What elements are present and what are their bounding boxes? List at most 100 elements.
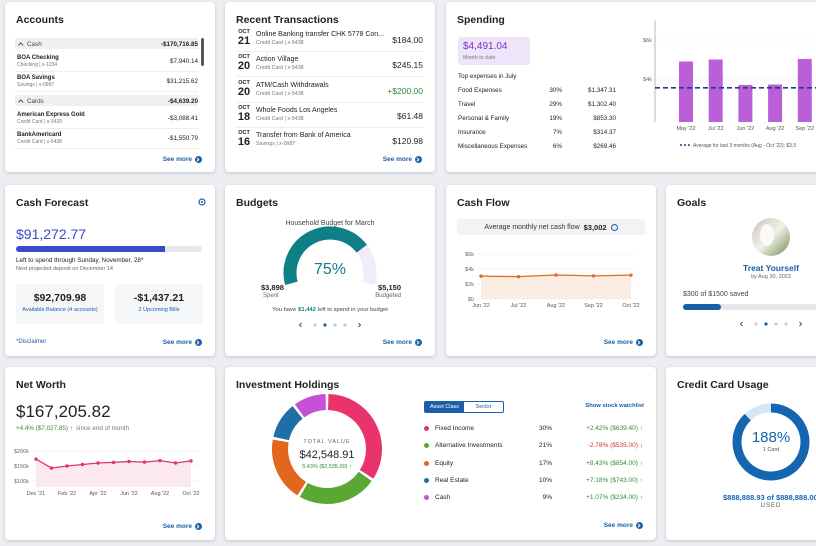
watchlist-link[interactable]: Show stock watchlist <box>585 403 644 409</box>
avg-label: Average monthly net cash flow <box>484 223 580 231</box>
y-tick-label: $200k <box>14 449 29 455</box>
cash-flow-card: Cash Flow Average monthly net cash flow $3… <box>446 185 656 356</box>
goals-card: Goals Treat Yourself by Aug 30, 2023 $300 … <box>666 185 816 356</box>
allocation-share: 21% <box>538 442 552 450</box>
allocation-change: +1.07% ($234.00) ↑ <box>586 494 643 502</box>
account-sub: Checking | x-1234 <box>17 62 58 68</box>
info-icon <box>610 223 618 231</box>
allocation-change: +2.42% ($639.40) ↑ <box>586 425 643 432</box>
total-value: $42,548.91 <box>299 449 355 461</box>
see-more[interactable]: See more <box>163 156 203 163</box>
goal-track <box>683 304 816 310</box>
spend-amount: $4,491.04 <box>463 41 508 52</box>
chart <box>201 38 204 66</box>
x-tick-label: Dec '21 <box>26 491 46 497</box>
x-tick-label: Jul '22 <box>510 303 527 309</box>
next-text: Next projected deposit on December 14 <box>16 266 113 272</box>
x-tick-label: Jun '22 <box>120 491 138 497</box>
donut-segment <box>299 471 372 504</box>
x-tick-label: Aug '22 <box>150 491 170 497</box>
tx-amount: $61.48 <box>397 110 423 121</box>
tx-desc: ATM/Cash Withdrawals <box>256 81 329 89</box>
area <box>36 459 191 487</box>
separator <box>15 71 198 72</box>
tx-day: 16 <box>237 136 251 149</box>
account-balance: -$3,088.41 <box>167 115 198 122</box>
tx-month: OCT <box>238 54 250 61</box>
subtitle: Household Budget for March <box>285 220 375 227</box>
chart: $4k $6k Average for last 3 months (Aug - O… <box>643 20 816 149</box>
legend-dot <box>424 443 429 449</box>
see-more[interactable]: See more <box>163 523 203 530</box>
account-name: BOA Checking <box>17 55 59 61</box>
see-more[interactable]: See more <box>383 339 423 346</box>
see-more[interactable]: See more <box>604 522 644 529</box>
net-worth-amount: $167,205.82 <box>16 402 111 421</box>
total-label: TOTAL VALUE <box>303 439 351 445</box>
allocation-change: +7.18% ($743.00) ↑ <box>586 476 643 484</box>
card-title: Budgets <box>236 197 278 209</box>
usage-amount: $888,888.93 of $888,888.00 <box>723 493 816 502</box>
card-title: Spending <box>457 14 505 26</box>
goal-avatar <box>752 218 790 256</box>
account-name: BankAmericard <box>17 132 62 138</box>
card-title: Cash Flow <box>457 197 510 209</box>
chart <box>283 226 377 328</box>
tx-month: OCT <box>238 104 250 111</box>
progress-fill <box>16 246 165 252</box>
investments-card: Investment Holdings TOTAL VALUE $42,548.91… <box>225 367 656 540</box>
see-more[interactable]: See more <box>604 339 644 346</box>
x-tick-label: Oct '22 <box>182 491 200 497</box>
cards-count: 1 Card <box>762 447 780 453</box>
y-tick-label: $4k <box>465 267 474 273</box>
avatar-figure <box>760 224 774 246</box>
point <box>479 274 483 278</box>
accounts-card: Accounts Cash -$170,716.85 BOA Checking Chec… <box>5 2 215 172</box>
tab[interactable]: Asset Class <box>425 402 464 412</box>
box-label: Available Balance (4 accounts) <box>22 307 98 313</box>
y-tick-label: $2k <box>465 282 474 288</box>
separator <box>15 128 198 129</box>
tx-month: OCT <box>238 29 250 35</box>
separator <box>15 91 198 92</box>
spend-label: Month to date <box>463 55 496 61</box>
carousel-arrow <box>739 321 743 327</box>
carousel-dot <box>774 322 778 326</box>
x-tick-label: Aug '22 <box>546 303 566 309</box>
expense-amount: $269.46 <box>593 143 616 150</box>
tab[interactable]: Sector <box>475 404 492 410</box>
y-tick-label: $100k <box>14 479 29 485</box>
see-more[interactable]: See more <box>163 339 203 346</box>
chart <box>732 403 810 481</box>
point <box>49 466 54 470</box>
x-tick-label: Sep '22 <box>584 303 603 309</box>
x-tick-label: Apr '22 <box>89 491 107 497</box>
point <box>142 460 147 464</box>
account-name: American Express Gold <box>17 112 85 118</box>
chart <box>739 321 803 327</box>
legend-dot <box>424 477 429 483</box>
footer: You have $1,442 left to spend in your budg… <box>225 307 435 313</box>
y-tick-label: $0 <box>468 297 474 303</box>
change: +4.4% ($7,027.85) ↑ <box>16 425 73 432</box>
see-more[interactable]: See more <box>383 156 423 163</box>
tx-sub: Savings | x-0987 <box>256 141 296 148</box>
expense-share: 7% <box>552 129 562 136</box>
budgets-card: Budgets Household Budget for March 75% $3,8… <box>225 185 435 356</box>
point <box>629 273 633 277</box>
total-change: 5.43% ($2,535.00) ↑ <box>302 464 352 470</box>
expense-share: 29% <box>549 101 562 108</box>
tabs: Asset Class Sector <box>424 401 504 413</box>
y-tick-label: $6k <box>643 38 652 44</box>
change-row: +4.4% ($7,027.85) ↑ since end of month <box>16 425 129 432</box>
box-amount: -$1,437.21 <box>133 292 185 304</box>
tx-amount: $120.98 <box>392 136 423 147</box>
point <box>96 461 100 465</box>
tx-desc: Action Village <box>256 56 299 64</box>
account-balance: $31,215.62 <box>166 78 198 85</box>
x-tick-label: Sep '22 <box>795 126 815 132</box>
summary-box <box>115 284 203 324</box>
tx-desc: Whole Foods Los Angeles <box>256 106 338 114</box>
expense-name: Personal & Family <box>458 115 510 122</box>
settings-icon[interactable] <box>5 185 215 215</box>
